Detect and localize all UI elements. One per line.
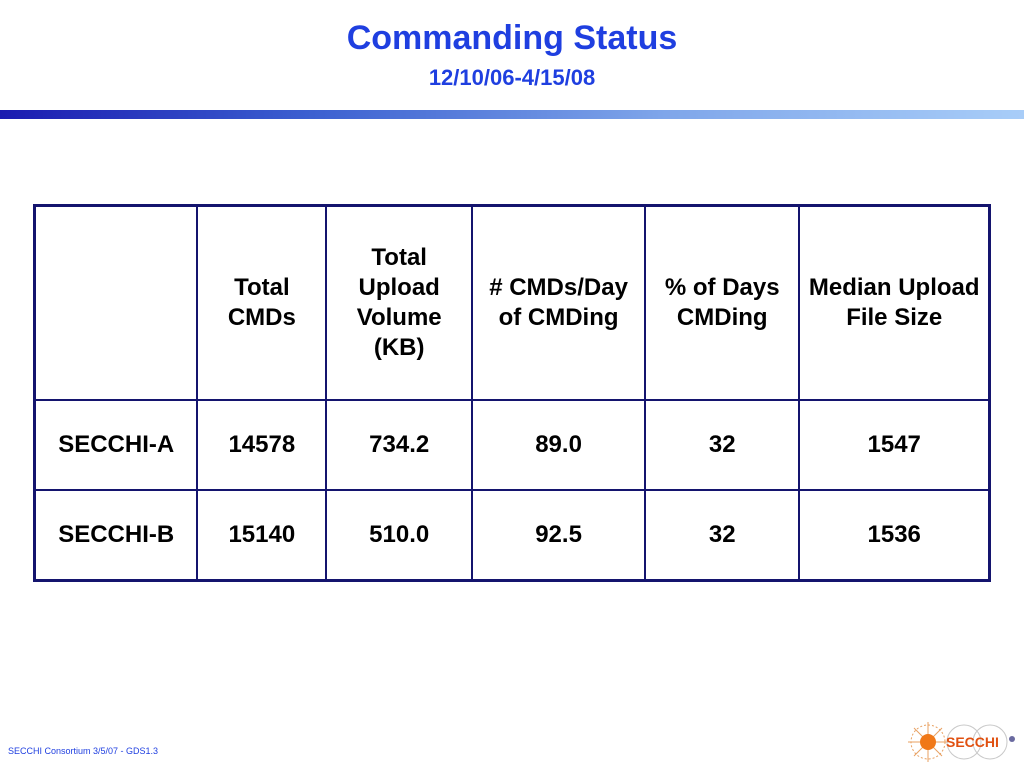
cell-total-cmds: 14578 xyxy=(196,399,328,491)
footer-text: SECCHI Consortium 3/5/07 - GDS1.3 xyxy=(8,746,159,756)
cell-total-upload-volume: 734.2 xyxy=(325,399,474,491)
header-cell-median-upload-size: Median Upload File Size xyxy=(798,204,991,401)
cell-median-upload-size: 1547 xyxy=(798,399,991,491)
row-label-secchi-a: SECCHI-A xyxy=(33,399,199,491)
header-cell-total-cmds: Total CMDs xyxy=(196,204,328,401)
cell-cmds-per-day: 92.5 xyxy=(471,489,647,582)
header-cell-empty xyxy=(33,204,199,401)
logo-text: SECCHI xyxy=(946,734,999,750)
table-row: SECCHI-B 15140 510.0 92.5 32 1536 xyxy=(33,489,991,582)
logo-dot-icon xyxy=(1009,736,1015,742)
logo-ring-icon xyxy=(972,724,1008,760)
commanding-status-table: Total CMDs Total Upload Volume (KB) # CM… xyxy=(33,204,991,582)
logo-ring-icon xyxy=(946,724,982,760)
table-row: SECCHI-A 14578 734.2 89.0 32 1547 xyxy=(33,399,991,491)
row-label-secchi-b: SECCHI-B xyxy=(33,489,199,582)
sun-core-icon xyxy=(920,734,936,750)
slide-title: Commanding Status xyxy=(346,19,678,57)
header-cell-total-upload-volume: Total Upload Volume (KB) xyxy=(325,204,474,401)
cell-percent-days: 32 xyxy=(644,489,801,582)
secchi-sun-logo-icon: SECCHI xyxy=(908,722,1015,762)
header-cell-cmds-per-day: # CMDs/Day of CMDing xyxy=(471,204,647,401)
slide-subtitle: 12/10/06-4/15/08 xyxy=(428,65,596,90)
cell-total-upload-volume: 510.0 xyxy=(325,489,474,582)
title-divider xyxy=(0,110,1024,119)
cell-total-cmds: 15140 xyxy=(196,489,328,582)
header-cell-percent-days: % of Days CMDing xyxy=(644,204,801,401)
table-header-row: Total CMDs Total Upload Volume (KB) # CM… xyxy=(33,204,991,401)
cell-cmds-per-day: 89.0 xyxy=(471,399,647,491)
cell-median-upload-size: 1536 xyxy=(798,489,991,582)
cell-percent-days: 32 xyxy=(644,399,801,491)
